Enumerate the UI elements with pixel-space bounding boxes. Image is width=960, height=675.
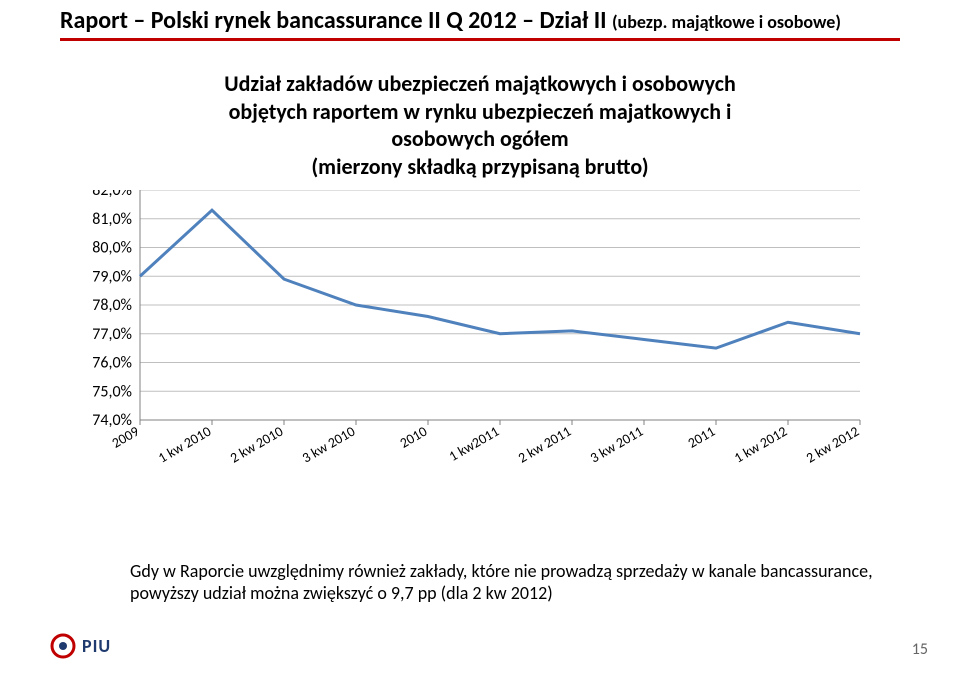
chart-container: Udział zakładów ubezpieczeń majątkowych … <box>60 70 900 500</box>
footnote-line: powyższy udział można zwiększyć o 9,7 pp… <box>130 582 553 604</box>
svg-text:77,0%: 77,0% <box>92 325 132 344</box>
svg-text:78,0%: 78,0% <box>92 296 132 315</box>
x-axis-label: 2 kw 2012 <box>803 423 862 467</box>
x-axis-label: 1 kw 2010 <box>155 423 214 467</box>
chart-title-line: (mierzony składką przypisaną brutto) <box>311 153 648 180</box>
x-axis-label: 2011 <box>685 423 718 452</box>
page-title: Raport – Polski rynek bancassurance II Q… <box>60 6 841 35</box>
chart-title-line: Udział zakładów ubezpieczeń majątkowych … <box>224 70 736 97</box>
chart-title-line: objętych raportem w rynku ubezpieczeń ma… <box>229 98 732 125</box>
x-axis-label: 3 kw 2010 <box>299 423 358 467</box>
x-axis-label: 3 kw 2011 <box>587 423 646 467</box>
logo-text: PIU <box>82 635 111 657</box>
svg-text:82,0%: 82,0% <box>92 190 132 200</box>
svg-text:75,0%: 75,0% <box>92 382 132 401</box>
x-axis-label: 2 kw 2011 <box>515 423 574 467</box>
chart-title-line: osobowych ogółem <box>391 125 568 152</box>
svg-text:79,0%: 79,0% <box>92 267 132 286</box>
page-title-sub: (ubezp. majątkowe i osobowe) <box>612 11 841 33</box>
logo-icon <box>50 633 76 659</box>
x-axis-label: 1 kw 2012 <box>731 423 790 467</box>
x-axis-label: 2010 <box>397 423 430 452</box>
page-number: 15 <box>912 640 928 659</box>
page-title-main: Raport – Polski rynek bancassurance II Q… <box>60 6 612 35</box>
svg-text:76,0%: 76,0% <box>92 354 132 373</box>
x-axis-label: 2 kw 2010 <box>227 423 286 467</box>
chart-title: Udział zakładów ubezpieczeń majątkowych … <box>60 70 900 180</box>
footnote-line: Gdy w Raporcie uwzględnimy również zakła… <box>130 560 873 582</box>
footnote: Gdy w Raporcie uwzględnimy również zakła… <box>130 560 890 604</box>
title-rule <box>60 38 900 41</box>
line-chart: 74,0%75,0%76,0%77,0%78,0%79,0%80,0%81,0%… <box>60 190 900 500</box>
svg-text:80,0%: 80,0% <box>92 239 132 258</box>
logo: PIU <box>50 633 111 659</box>
x-axis-label: 1 kw2011 <box>446 423 502 465</box>
svg-text:81,0%: 81,0% <box>92 210 132 229</box>
